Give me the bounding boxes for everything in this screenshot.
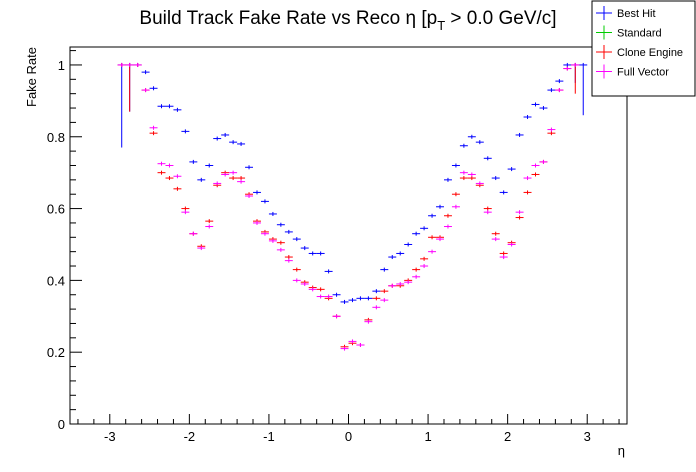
legend-label: Clone Engine	[617, 47, 683, 59]
legend-label: Full Vector	[617, 67, 669, 79]
legend-entry: Best Hit	[596, 6, 656, 20]
data-series	[117, 62, 588, 351]
x-tick-label: 1	[424, 429, 431, 444]
y-tick-label: 0.4	[47, 273, 65, 288]
x-axis-label: η	[618, 443, 625, 458]
legend-entry: Standard	[596, 25, 662, 40]
chart-title-tail: > 0.0 GeV/c]	[445, 8, 556, 29]
chart-title: Build Track Fake Rate vs Reco η [pT > 0.…	[139, 8, 556, 33]
x-tick-label: 0	[345, 429, 352, 444]
legend-label: Standard	[617, 28, 662, 40]
legend-label: Best Hit	[617, 8, 656, 20]
y-tick-label: 0.8	[47, 130, 65, 145]
x-tick-label: -2	[184, 429, 196, 444]
y-tick-label: 0.2	[47, 345, 65, 360]
legend-box	[591, 0, 696, 97]
x-tick-label: -3	[104, 429, 116, 444]
chart-title-subscript: T	[437, 18, 445, 33]
x-tick-label: 3	[584, 429, 591, 444]
x-tick-label: -1	[263, 429, 275, 444]
x-tick-labels: -3 -2 -1 0 1 2 3	[104, 429, 591, 444]
y-tick-label: 1	[58, 58, 65, 73]
legend-entry: Full Vector	[596, 64, 669, 79]
y-tick-labels: 0 0.2 0.4 0.6 0.8 1	[47, 58, 65, 432]
legend-entry: Clone Engine	[596, 45, 683, 59]
x-tick-label: 2	[504, 429, 511, 444]
y-tick-label: 0.6	[47, 202, 65, 217]
y-tick-label: 0	[58, 417, 65, 432]
axis-ticks	[70, 50, 620, 425]
y-axis-label: Fake Rate	[24, 47, 39, 107]
legend: Best Hit Standard Clone Engine Full Vector	[591, 0, 696, 97]
chart-title-main: Build Track Fake Rate vs Reco η [p	[139, 8, 437, 29]
legend-items: Best Hit Standard Clone Engine Full Vector	[596, 6, 683, 79]
series-full-vector	[117, 62, 580, 351]
